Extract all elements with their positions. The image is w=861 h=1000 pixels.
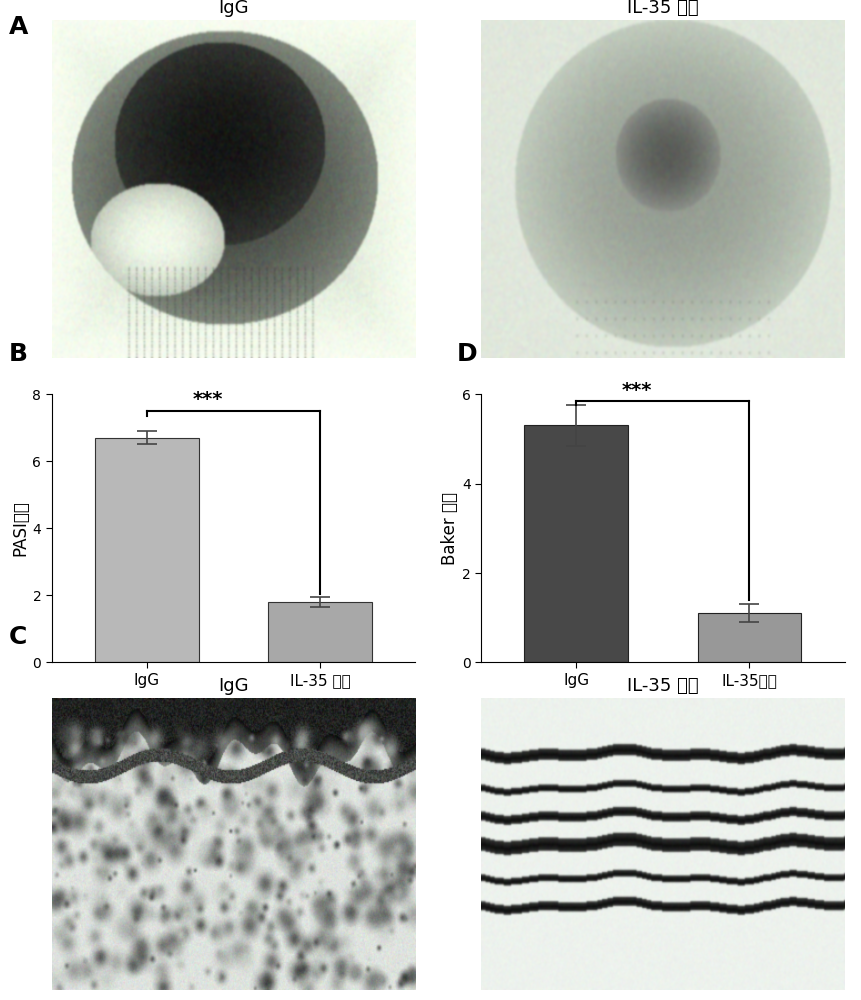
Title: IgG: IgG [218, 677, 249, 695]
Bar [697, 613, 801, 662]
Text: ***: *** [621, 381, 651, 400]
Title: IL-35 蛋白: IL-35 蛋白 [626, 0, 698, 17]
Title: IL-35 蛋白: IL-35 蛋白 [626, 677, 698, 695]
Y-axis label: Baker 评分: Baker 评分 [440, 492, 458, 565]
Bar [523, 425, 628, 662]
Bar [95, 438, 199, 662]
Text: D: D [456, 342, 477, 366]
Text: C: C [9, 625, 27, 649]
Text: ***: *** [192, 390, 222, 409]
Text: A: A [9, 15, 28, 39]
Bar [268, 602, 372, 662]
Title: IgG: IgG [218, 0, 249, 17]
Text: B: B [9, 342, 28, 366]
Y-axis label: PASI评分: PASI评分 [12, 500, 29, 556]
